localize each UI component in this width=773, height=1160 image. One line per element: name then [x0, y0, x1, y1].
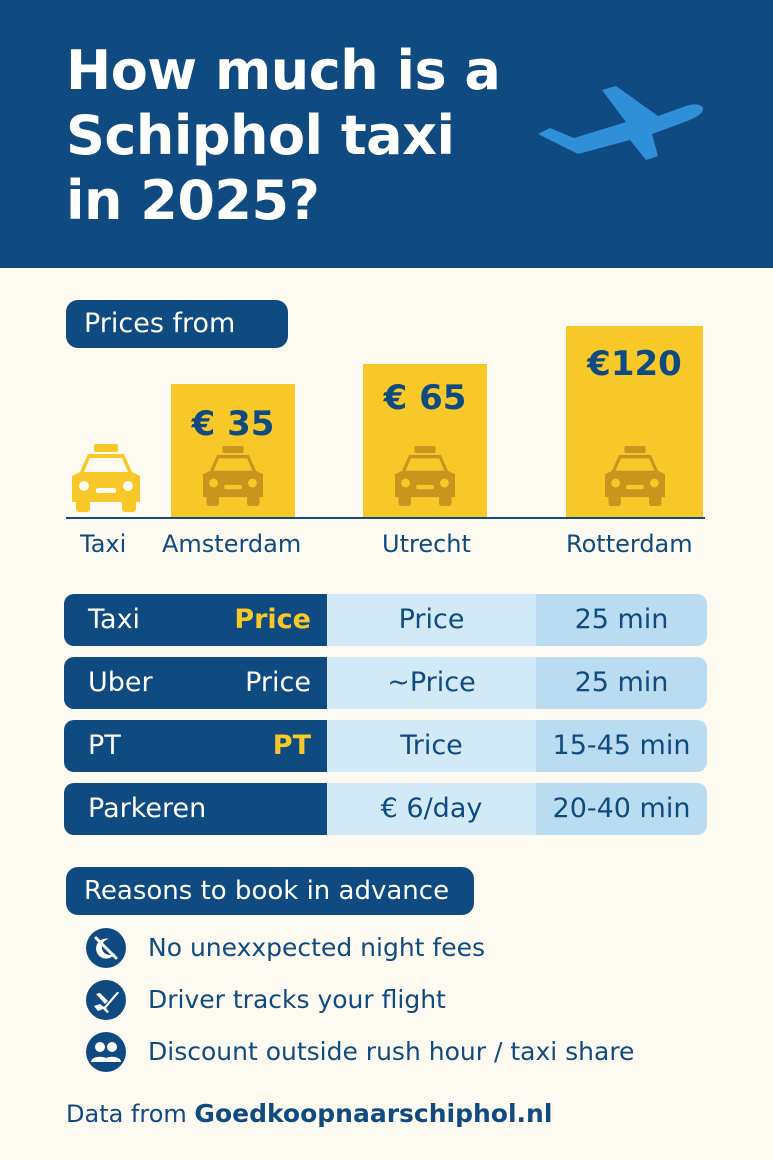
bar-price-label: € 65	[383, 377, 467, 418]
price-cell: ~Price	[327, 657, 536, 709]
taxi-icon	[601, 446, 669, 510]
people-icon	[86, 1032, 126, 1072]
mode-cell: PT PT	[64, 720, 327, 772]
mode-tag: Price	[245, 667, 311, 698]
taxi-icon	[72, 444, 140, 512]
time-cell: 25 min	[536, 594, 707, 646]
price-bar-amsterdam: € 35	[171, 384, 295, 518]
no-moon-icon	[86, 928, 126, 968]
price-cell: Price	[327, 594, 536, 646]
prices-from-label: Prices from	[66, 300, 288, 348]
airplane-icon	[538, 86, 704, 160]
source-prefix: Data from	[66, 1100, 195, 1128]
airplane-icon	[86, 980, 126, 1020]
source-credit: Data from Goedkoopnaarschiphol.nl	[66, 1096, 552, 1132]
mode-cell: Uber Price	[64, 657, 327, 709]
mode-tag: PT	[272, 730, 311, 761]
table-row-uber: Uber Price ~Price 25 min	[64, 657, 707, 709]
page-title: How much is a Schiphol taxi in 2025?	[66, 39, 501, 232]
time-cell: 15-45 min	[536, 720, 707, 772]
taxi-icon	[391, 445, 459, 510]
mode-label: PT	[88, 730, 121, 761]
mode-label: Taxi	[88, 604, 141, 635]
category-label-utrecht: Utrecht	[382, 530, 471, 558]
time-cell: 25 min	[536, 657, 707, 709]
reasons-label: Reasons to book in advance	[66, 867, 474, 915]
table-row-pt: PT PT Trice 15-45 min	[64, 720, 707, 772]
mode-tag: Price	[234, 604, 311, 635]
source-link[interactable]: Goedkoopnaarschiphol.nl	[194, 1099, 553, 1128]
mode-cell: Parkeren	[64, 783, 327, 835]
category-label-taxi: Taxi	[80, 530, 127, 558]
reason-text: Discount outside rush hour / taxi share	[148, 1037, 635, 1066]
mode-cell: Taxi Price	[64, 594, 327, 646]
mode-label: Uber	[88, 667, 153, 698]
table-row-taxi: Taxi Price Price 25 min	[64, 594, 707, 646]
table-row-parkeren: Parkeren € 6/day 20-40 min	[64, 783, 707, 835]
price-bar-rotterdam: €120	[566, 326, 703, 518]
category-label-rotterdam: Rotterdam	[566, 530, 693, 558]
reason-text: Driver tracks your flight	[148, 985, 446, 1014]
price-cell: Trice	[327, 720, 536, 772]
time-cell: 20-40 min	[536, 783, 707, 835]
price-bar-utrecht: € 65	[363, 363, 487, 518]
mode-label: Parkeren	[88, 793, 207, 824]
chart-baseline	[66, 517, 705, 519]
taxi-icon	[199, 446, 267, 510]
bar-price-label: € 35	[191, 404, 275, 444]
reason-text: No unexxpected night fees	[148, 933, 485, 962]
category-label-amsterdam: Amsterdam	[162, 530, 302, 558]
price-cell: € 6/day	[327, 783, 536, 835]
header-banner: How much is a Schiphol taxi in 2025?	[0, 0, 773, 268]
bar-price-label: €120	[587, 344, 682, 384]
